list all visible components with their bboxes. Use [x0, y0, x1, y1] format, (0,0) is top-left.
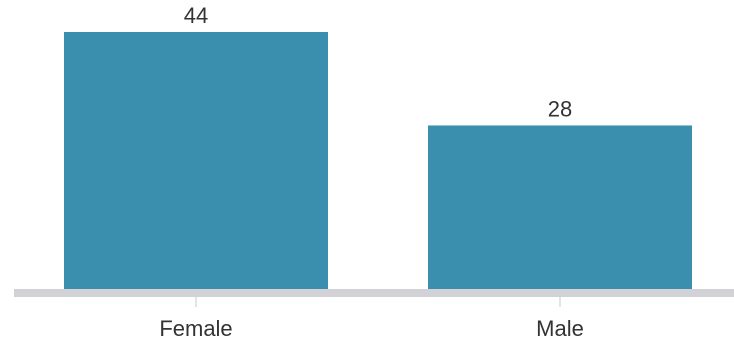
data-label-female: 44: [184, 3, 208, 28]
x-ticks-group: [195, 297, 561, 307]
bars-group: [64, 32, 692, 289]
bar-female: [64, 32, 328, 289]
x-tick-label-female: Female: [159, 316, 232, 341]
labels-group: 44 Female 28 Male: [159, 3, 584, 341]
x-tick-label-male: Male: [536, 316, 584, 341]
data-label-male: 28: [548, 96, 572, 121]
x-axis-baseline: [14, 289, 734, 297]
bar-male: [428, 125, 692, 289]
